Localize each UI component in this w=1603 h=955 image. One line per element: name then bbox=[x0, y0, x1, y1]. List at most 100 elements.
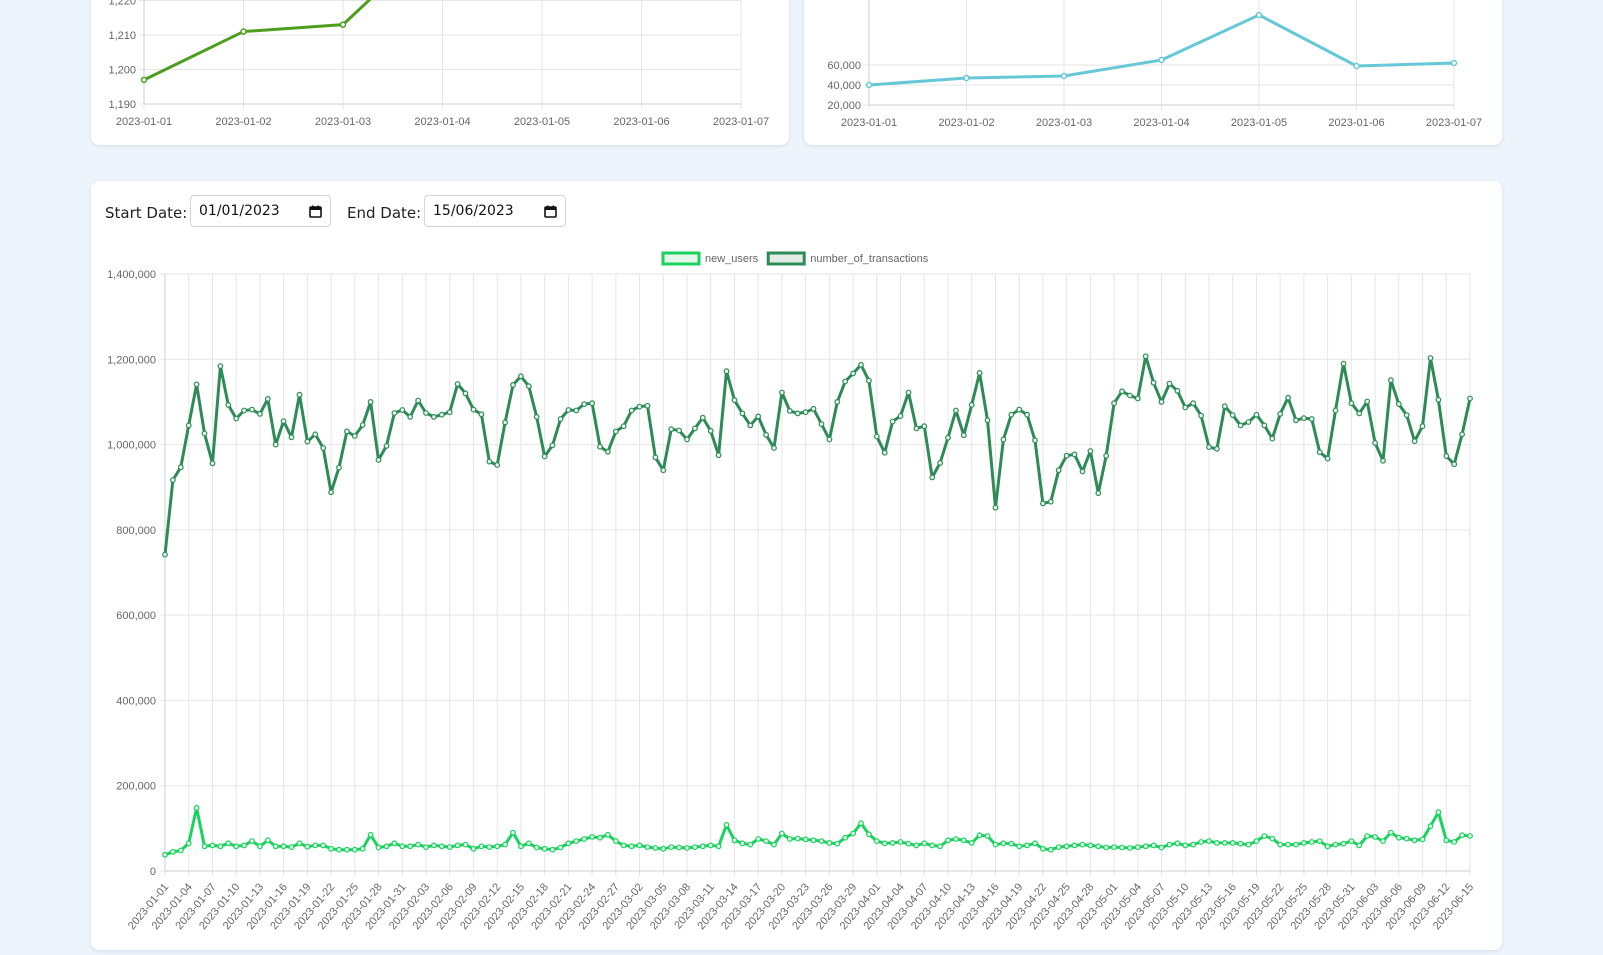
number-of-transactions-point bbox=[478, 411, 485, 418]
number-of-transactions-point bbox=[383, 443, 390, 449]
data-point bbox=[1450, 59, 1458, 67]
number-of-transactions-point bbox=[1213, 445, 1220, 452]
number-of-transactions-point bbox=[518, 373, 524, 380]
number-of-transactions-point bbox=[296, 391, 303, 398]
new-users-point bbox=[992, 841, 999, 848]
new-users-point bbox=[660, 845, 667, 852]
number-of-transactions-point bbox=[367, 398, 374, 405]
legend-label-number-of-transactions: number_of_transactions bbox=[810, 253, 929, 265]
number-of-transactions-point bbox=[763, 431, 769, 438]
new-users-point bbox=[684, 845, 690, 851]
number-of-transactions-point bbox=[826, 436, 833, 443]
number-of-transactions-point bbox=[312, 431, 319, 438]
number-of-transactions-point bbox=[557, 416, 564, 422]
new-users-point bbox=[304, 843, 311, 850]
number-of-transactions-point bbox=[1340, 360, 1347, 367]
x-tick-label: 2023-01-01 bbox=[841, 117, 897, 129]
new-users-point bbox=[715, 843, 722, 850]
number-of-transactions-point bbox=[351, 433, 358, 439]
number-of-transactions-point bbox=[343, 428, 350, 435]
new-users-point bbox=[1316, 838, 1323, 844]
new-users-point bbox=[850, 830, 856, 837]
number-of-transactions-point bbox=[1024, 411, 1030, 418]
new-users-point bbox=[1356, 842, 1363, 849]
number-of-transactions-point bbox=[1459, 431, 1465, 438]
new-users-point bbox=[779, 830, 785, 837]
number-of-transactions-point bbox=[249, 406, 255, 413]
new-users-point bbox=[367, 831, 374, 838]
number-of-transactions-point bbox=[1221, 403, 1228, 410]
data-point bbox=[240, 28, 247, 35]
new-users-point bbox=[889, 840, 896, 846]
number-of-transactions-point bbox=[866, 377, 872, 384]
number-of-transactions-point bbox=[304, 438, 311, 445]
new-users-point bbox=[1380, 838, 1386, 844]
new-users-point bbox=[1364, 833, 1371, 839]
number-of-transactions-point bbox=[889, 418, 896, 425]
new-users-point bbox=[960, 837, 967, 844]
new-users-point bbox=[612, 838, 619, 844]
number-of-transactions-point bbox=[256, 410, 263, 417]
new-users-point bbox=[873, 838, 880, 844]
new-users-point bbox=[1032, 840, 1038, 847]
number-of-transactions-point bbox=[1356, 410, 1363, 417]
number-of-transactions-point bbox=[1229, 412, 1236, 419]
number-of-transactions-point bbox=[1403, 412, 1410, 419]
new-users-point bbox=[343, 846, 350, 853]
number-of-transactions-point bbox=[1467, 395, 1473, 402]
number-of-transactions-point bbox=[510, 381, 516, 388]
new-users-point bbox=[478, 843, 485, 850]
number-of-transactions-point bbox=[264, 395, 271, 402]
new-users-point bbox=[968, 840, 975, 846]
y-tick-label: 1,200 bbox=[108, 65, 136, 77]
main-chart-card: Start Date: 01/01/2023 End Date: 15/06/2… bbox=[91, 181, 1502, 950]
number-of-transactions-point bbox=[581, 401, 588, 408]
number-of-transactions-point bbox=[241, 407, 248, 414]
number-of-transactions-point bbox=[984, 417, 991, 424]
number-of-transactions-point bbox=[794, 410, 801, 417]
new-users-point bbox=[842, 834, 849, 841]
new-users-point bbox=[1119, 844, 1125, 851]
number-of-transactions-point bbox=[162, 551, 168, 558]
y-tick-label: 1,190 bbox=[108, 99, 136, 111]
number-of-transactions-point bbox=[1095, 490, 1102, 497]
number-of-transactions-point bbox=[699, 414, 706, 421]
number-of-transactions-point bbox=[1285, 394, 1291, 401]
new-users-point bbox=[1055, 844, 1062, 850]
number-of-transactions-point bbox=[660, 467, 667, 474]
number-of-transactions-point bbox=[565, 407, 572, 413]
new-users-point bbox=[423, 844, 429, 850]
new-users-point bbox=[1103, 844, 1110, 851]
number-of-transactions-point bbox=[177, 464, 184, 471]
x-tick-label: 2023-01-07 bbox=[713, 116, 769, 128]
calendar-icon[interactable] bbox=[544, 205, 557, 218]
number-of-transactions-point bbox=[1040, 500, 1046, 507]
new-users-point bbox=[407, 843, 414, 850]
number-of-transactions-point bbox=[1348, 400, 1355, 407]
y-tick-label: 20,000 bbox=[827, 100, 861, 112]
calendar-icon[interactable] bbox=[309, 205, 322, 218]
new-users-point bbox=[241, 842, 248, 849]
number-of-transactions-point bbox=[1126, 392, 1133, 399]
end-date-input[interactable]: 15/06/2023 bbox=[424, 195, 566, 227]
start-date-input[interactable]: 01/01/2023 bbox=[190, 195, 331, 227]
new-users-point bbox=[597, 834, 603, 841]
number-of-transactions-point bbox=[755, 413, 762, 420]
number-of-transactions-point bbox=[842, 378, 849, 385]
number-of-transactions-point bbox=[913, 425, 920, 432]
data-point bbox=[1060, 72, 1068, 80]
new-users-point bbox=[296, 840, 303, 847]
number-of-transactions-point bbox=[209, 460, 216, 467]
new-users-point bbox=[565, 840, 572, 847]
new-users-point bbox=[494, 843, 501, 850]
new-users-point bbox=[1269, 835, 1276, 842]
new-users-point bbox=[1419, 836, 1426, 843]
new-users-point bbox=[1261, 833, 1268, 839]
number-of-transactions-point bbox=[897, 413, 904, 419]
number-of-transactions-point bbox=[1308, 416, 1315, 422]
start-date-value: 01/01/2023 bbox=[199, 203, 280, 219]
new-users-point bbox=[462, 841, 469, 848]
new-users-point bbox=[288, 844, 295, 850]
number-of-transactions-point bbox=[549, 442, 556, 449]
number-of-transactions-point bbox=[652, 454, 659, 461]
